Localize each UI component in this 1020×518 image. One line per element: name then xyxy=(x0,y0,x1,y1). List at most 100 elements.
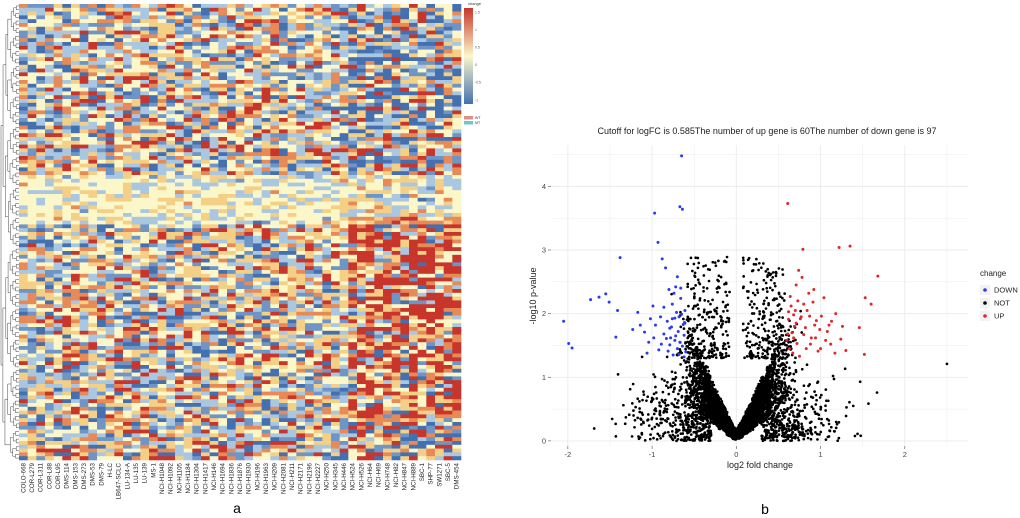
heatmap-cell xyxy=(105,68,115,73)
heatmap-cell xyxy=(97,247,106,252)
heatmap-cell xyxy=(452,15,462,20)
heatmap-cell xyxy=(157,319,167,324)
heatmap-cell xyxy=(79,311,89,316)
heatmap-cell xyxy=(79,178,89,183)
heatmap-cell xyxy=(261,194,271,199)
heatmap-cell xyxy=(426,125,436,130)
heatmap-cell xyxy=(192,118,202,123)
heatmap-cell xyxy=(62,205,72,210)
heatmap-cell xyxy=(27,289,37,294)
heatmap-cell xyxy=(313,159,323,164)
heatmap-cell xyxy=(452,220,462,225)
heatmap-cell xyxy=(235,357,245,362)
heatmap-cell xyxy=(157,258,167,263)
heatmap-cell xyxy=(175,228,184,233)
heatmap-cell xyxy=(417,194,427,199)
heatmap-cell xyxy=(261,232,271,237)
heatmap-cell xyxy=(253,83,262,88)
heatmap-cell xyxy=(183,319,193,324)
heatmap-cell xyxy=(131,83,141,88)
heatmap-cell xyxy=(62,49,72,54)
heatmap-cell xyxy=(426,205,436,210)
heatmap-cell xyxy=(97,216,106,221)
heatmap-cell xyxy=(166,175,176,180)
heatmap-cell xyxy=(88,273,98,278)
heatmap-cell xyxy=(400,137,410,142)
heatmap-cell xyxy=(279,228,288,233)
heatmap-cell xyxy=(374,171,384,176)
heatmap-cell xyxy=(365,323,375,328)
heatmap-cell xyxy=(36,80,46,85)
heatmap-cell xyxy=(357,182,366,187)
heatmap-cell xyxy=(426,171,436,176)
dendrogram-branch xyxy=(10,406,14,423)
heatmap-cell xyxy=(452,23,462,28)
heatmap-cell xyxy=(261,137,271,142)
heatmap-cell xyxy=(227,156,236,161)
heatmap-cell xyxy=(339,251,349,256)
heatmap-cell xyxy=(443,23,453,28)
heatmap-cell xyxy=(426,80,436,85)
heatmap-cell xyxy=(36,159,46,164)
heatmap-cell xyxy=(201,334,210,339)
heatmap-cell xyxy=(443,235,453,240)
heatmap-cell xyxy=(45,121,54,126)
heatmap-cell xyxy=(270,167,280,172)
heatmap-cell xyxy=(365,167,375,172)
heatmap-cell xyxy=(131,175,141,180)
heatmap-cell xyxy=(261,273,271,278)
heatmap-cell xyxy=(79,319,89,324)
heatmap-cell xyxy=(53,118,63,123)
heatmap-cell xyxy=(244,87,254,92)
heatmap-cell xyxy=(409,232,418,237)
heatmap-cell xyxy=(331,182,340,187)
heatmap-cell xyxy=(443,346,453,351)
heatmap-cell xyxy=(114,285,124,290)
heatmap-cell xyxy=(36,182,46,187)
heatmap-cell xyxy=(192,171,202,176)
heatmap-cell xyxy=(296,216,306,221)
heatmap-cell xyxy=(391,167,401,172)
dendrogram-branch xyxy=(15,58,19,64)
heatmap-cell xyxy=(19,106,28,111)
heatmap-cell xyxy=(157,140,167,145)
heatmap-cell xyxy=(287,57,297,62)
heatmap-cell xyxy=(296,213,306,218)
heatmap-cell xyxy=(400,148,410,153)
heatmap-cell xyxy=(253,266,262,271)
heatmap-cell xyxy=(426,311,436,316)
heatmap-cell xyxy=(261,121,271,126)
heatmap-cell xyxy=(426,353,436,358)
heatmap-cell xyxy=(400,281,410,286)
heatmap-cell xyxy=(183,114,193,119)
heatmap-cell xyxy=(426,281,436,286)
heatmap-cell xyxy=(97,49,106,54)
heatmap-cell xyxy=(53,7,63,12)
heatmap-cell xyxy=(149,140,158,145)
heatmap-cell xyxy=(426,4,436,9)
heatmap-cell xyxy=(36,114,46,119)
heatmap-cell xyxy=(149,304,158,309)
heatmap-cell xyxy=(365,144,375,149)
heatmap-cell xyxy=(45,7,54,12)
heatmap-cell xyxy=(209,38,219,43)
dendrogram-branch xyxy=(15,279,19,284)
heatmap-cell xyxy=(140,186,150,191)
heatmap-cell xyxy=(244,270,254,275)
heatmap-cell xyxy=(149,11,158,16)
heatmap-cell xyxy=(71,175,80,180)
heatmap-cell xyxy=(261,99,271,104)
heatmap-cell xyxy=(391,159,401,164)
heatmap-cell xyxy=(417,334,427,339)
heatmap-cell xyxy=(209,308,219,313)
heatmap-cell xyxy=(313,239,323,244)
heatmap-cell xyxy=(123,102,132,107)
heatmap-cell xyxy=(131,224,141,229)
heatmap-cell xyxy=(123,125,132,130)
heatmap-cell xyxy=(452,76,462,81)
heatmap-cell xyxy=(391,38,401,43)
heatmap-cell xyxy=(287,133,297,138)
heatmap-cell xyxy=(105,216,115,221)
heatmap-cell xyxy=(426,334,436,339)
heatmap-cell xyxy=(339,42,349,47)
